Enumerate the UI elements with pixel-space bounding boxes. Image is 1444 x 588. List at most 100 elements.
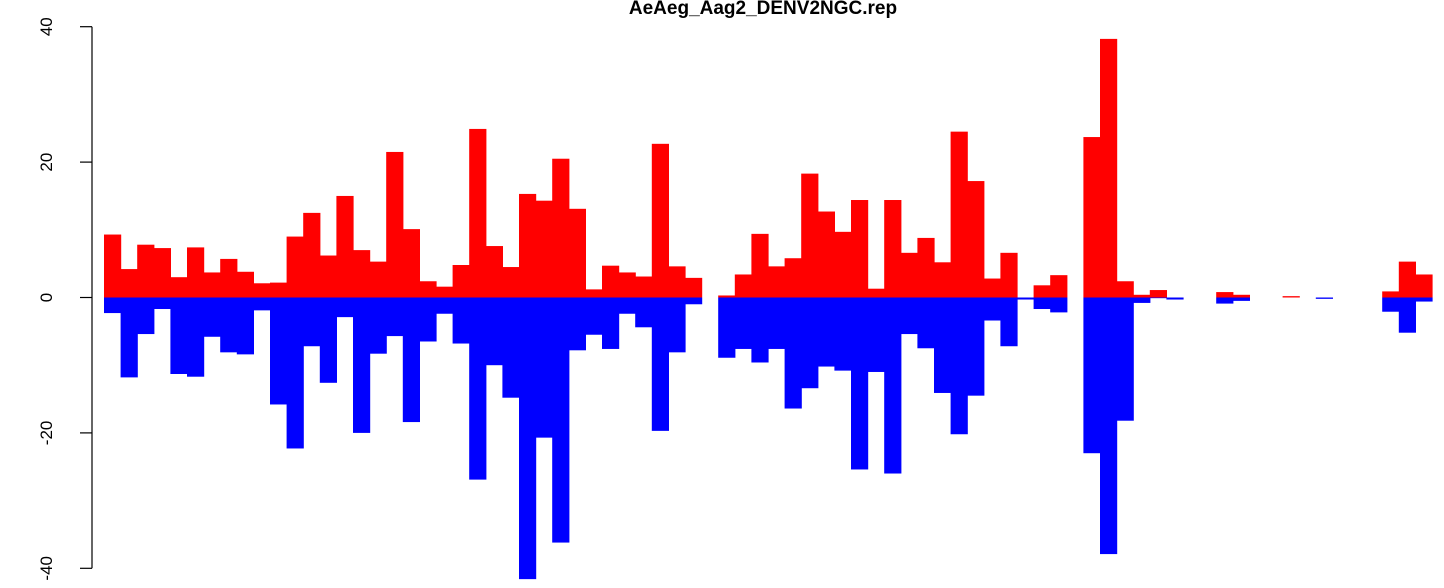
positive-bar	[1083, 137, 1101, 298]
y-axis: -40 -20 0 20 40	[37, 17, 93, 581]
positive-bar	[784, 258, 802, 298]
negative-bar	[967, 297, 985, 396]
positive-bar	[801, 173, 819, 298]
negative-bar	[369, 297, 387, 354]
negative-bar	[1116, 297, 1134, 421]
positive-bar	[685, 277, 703, 298]
negative-bar	[236, 297, 254, 355]
negative-bar	[220, 297, 238, 353]
positive-bar	[1232, 294, 1250, 298]
positive-bar	[170, 277, 188, 298]
negative-bar	[801, 297, 819, 389]
negative-bar	[884, 297, 902, 474]
positive-bar	[585, 289, 603, 298]
positive-bar	[1133, 294, 1151, 298]
negative-bar	[120, 297, 138, 378]
positive-bar	[353, 250, 371, 298]
positive-bar	[253, 283, 271, 298]
negative-bar	[1216, 297, 1234, 304]
negative-bar	[469, 297, 487, 480]
y-tick-label: -40	[37, 556, 56, 581]
positive-bar	[1398, 261, 1416, 298]
negative-bar	[519, 297, 537, 580]
positive-bar	[867, 288, 885, 298]
positive-bar	[1033, 285, 1051, 298]
positive-bar	[286, 236, 304, 298]
negative-bar	[917, 297, 935, 349]
negative-bar	[502, 297, 520, 398]
negative-bar	[685, 297, 703, 305]
positive-bar	[1116, 281, 1134, 298]
positive-bar	[1282, 296, 1300, 298]
positive-bar	[1100, 38, 1118, 298]
negative-bar	[1017, 297, 1035, 300]
positive-bar	[270, 282, 288, 298]
positive-bar	[436, 286, 454, 298]
negative-bar	[253, 297, 271, 311]
positive-bar	[734, 274, 752, 298]
negative-bar	[1000, 297, 1018, 347]
positive-bar	[950, 131, 968, 298]
positive-bar	[104, 234, 122, 298]
positive-bar	[386, 151, 404, 298]
positive-bar	[934, 262, 952, 298]
negative-bar	[452, 297, 470, 344]
positive-bar	[851, 200, 869, 298]
positive-bar	[568, 208, 586, 298]
negative-bar	[784, 297, 802, 409]
negative-bar	[535, 297, 553, 438]
positive-bar	[983, 278, 1001, 298]
negative-bar	[1050, 297, 1068, 313]
negative-bar	[718, 297, 736, 358]
positive-bar	[336, 195, 354, 298]
negative-bar	[1398, 297, 1416, 333]
positive-bar	[1000, 252, 1018, 298]
positive-bar	[120, 269, 138, 298]
positive-bar	[718, 295, 736, 298]
positive-bar	[220, 258, 238, 298]
negative-bar	[1149, 297, 1167, 299]
positive-bar	[817, 211, 835, 298]
positive-bar	[535, 200, 553, 298]
positive-bar	[502, 267, 520, 298]
positive-bar	[635, 276, 653, 298]
negative-bar	[203, 297, 221, 337]
negative-bar	[270, 297, 288, 405]
positive-bar	[1415, 274, 1433, 298]
positive-bar	[1382, 291, 1400, 298]
negative-bar	[386, 297, 404, 337]
positive-bar	[469, 128, 487, 298]
positive-bar	[137, 244, 155, 298]
negative-bar	[485, 297, 503, 366]
y-tick-label: 20	[37, 153, 56, 172]
negative-bar	[1133, 297, 1151, 303]
negative-bar	[635, 297, 653, 328]
negative-bar	[104, 297, 122, 314]
positive-bar	[402, 229, 420, 298]
negative-bar	[187, 297, 205, 377]
negative-bar	[419, 297, 437, 342]
positive-bar	[602, 265, 620, 298]
negative-bar	[950, 297, 968, 435]
positive-bar	[485, 246, 503, 298]
negative-bar	[303, 297, 321, 347]
negative-bar	[1232, 297, 1250, 301]
y-tick-label: 40	[37, 17, 56, 36]
negative-bar	[585, 297, 603, 335]
positive-bar	[236, 271, 254, 298]
negative-bar	[436, 297, 454, 314]
positive-bar	[369, 261, 387, 298]
negative-bar	[934, 297, 952, 393]
negative-bar	[137, 297, 155, 335]
positive-bar	[651, 143, 669, 298]
negative-bar	[552, 297, 570, 543]
positive-bar	[751, 233, 769, 298]
positive-bar	[967, 181, 985, 298]
negative-bar	[336, 297, 354, 318]
negative-bar	[170, 297, 188, 374]
negative-bar	[751, 297, 769, 363]
positive-bar	[303, 212, 321, 298]
negative-bars	[104, 297, 1433, 580]
positive-bar	[519, 193, 537, 298]
